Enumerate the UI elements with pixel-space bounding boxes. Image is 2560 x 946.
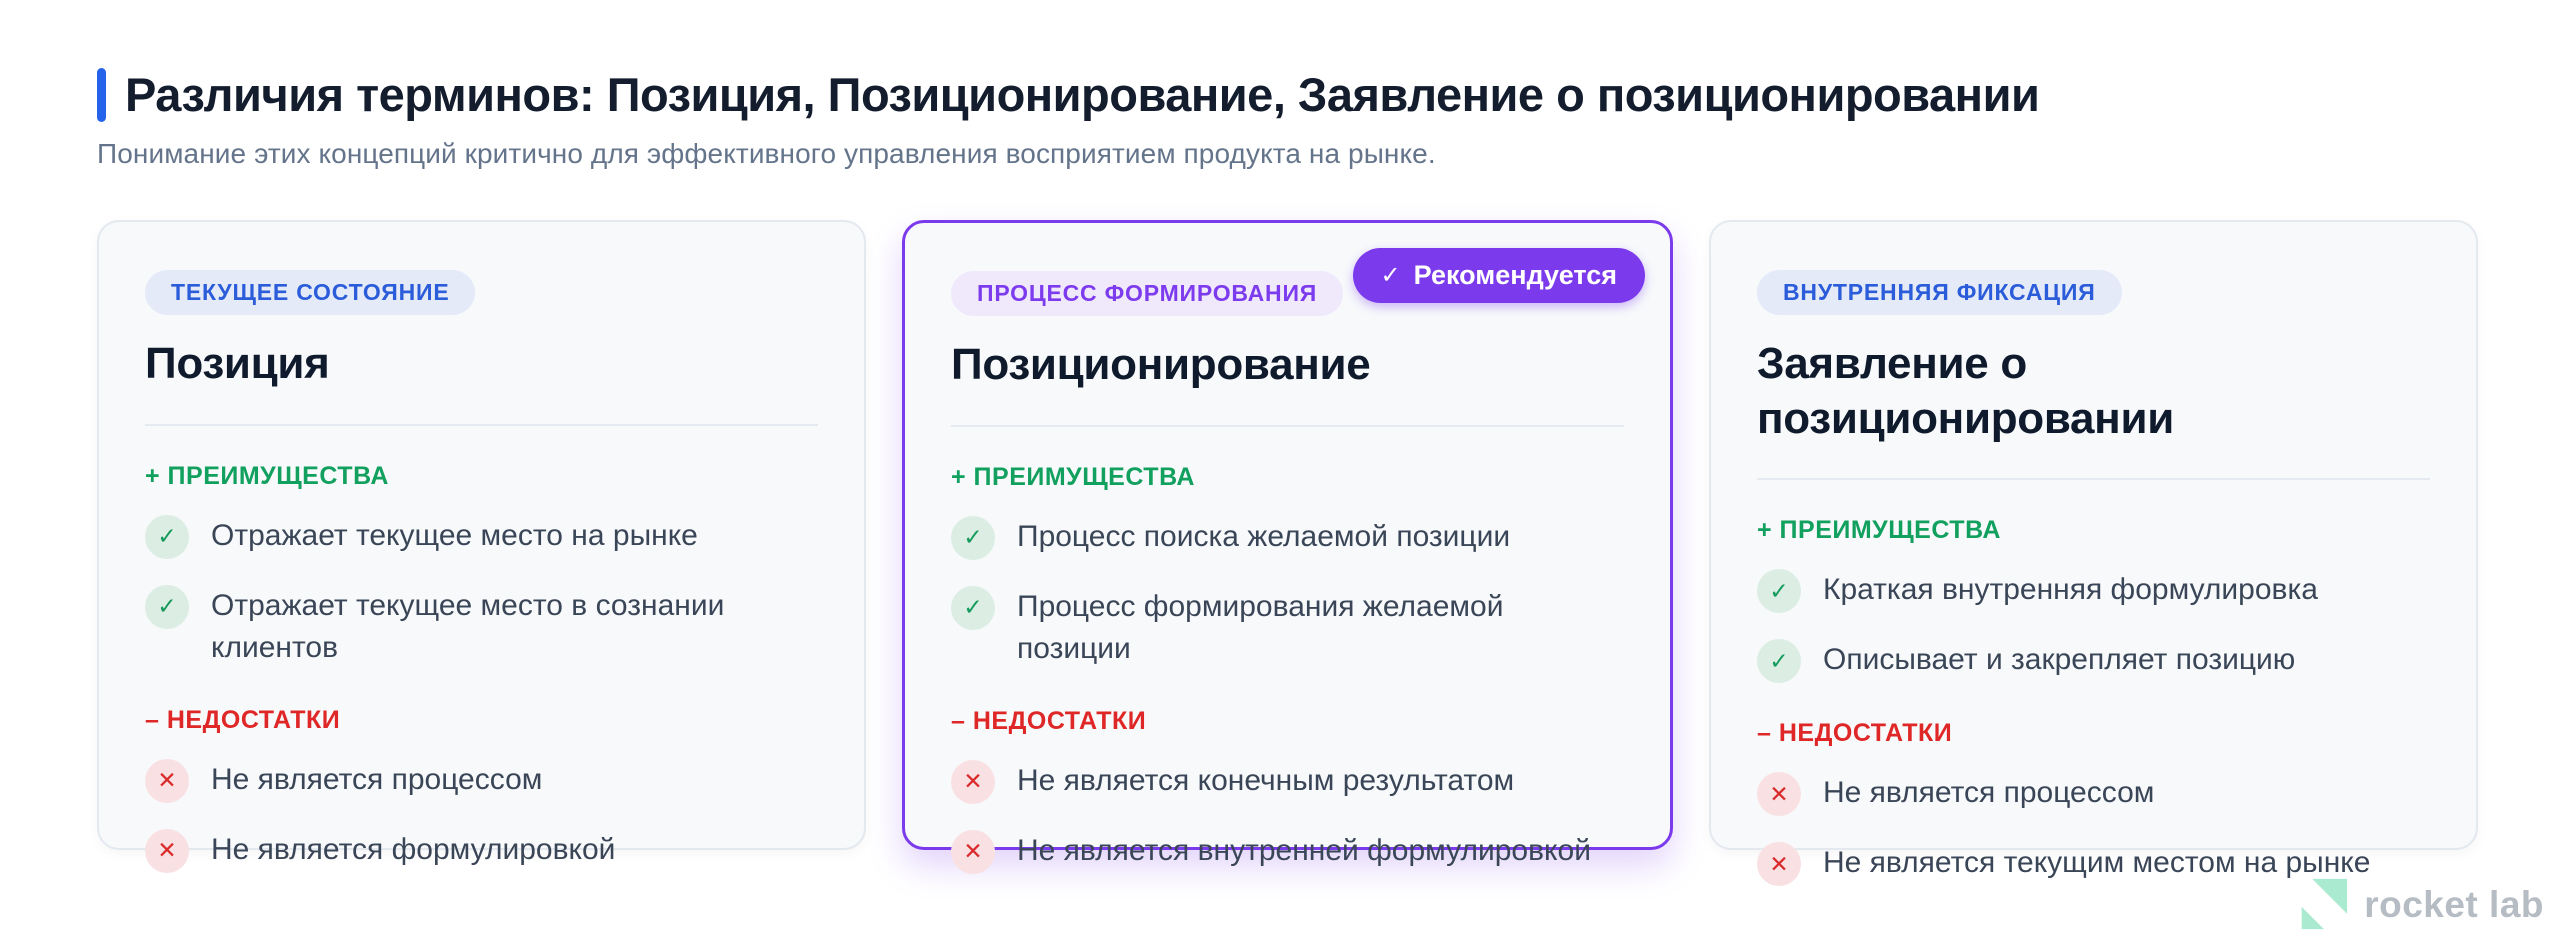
pro-item: ✓ Отражает текущее место на рынке: [145, 514, 818, 559]
pro-item: ✓ Процесс поиска желаемой позиции: [951, 515, 1624, 560]
cross-icon: ✕: [951, 759, 995, 804]
cross-icon: ✕: [951, 829, 995, 874]
con-item-text: Не является процессом: [1823, 776, 2155, 810]
recommended-badge: ✓ Рекомендуется: [1352, 248, 1645, 303]
rocket-lab-arrow-icon: [2301, 878, 2348, 930]
cons-heading: – НЕДОСТАТКИ: [951, 706, 1147, 735]
pros-list: ✓ Процесс поиска желаемой позиции ✓ Проц…: [951, 515, 1624, 671]
title-accent-bar: [97, 68, 106, 122]
divider: [951, 424, 1624, 427]
check-icon: ✓: [1757, 569, 1801, 614]
pro-item: ✓ Отражает текущее место в сознании клие…: [145, 584, 818, 670]
category-badge: ВНУТРЕННЯЯ ФИКСАЦИЯ: [1757, 270, 2122, 315]
comparison-cards: ТЕКУЩЕЕ СОСТОЯНИЕ Позиция + ПРЕИМУЩЕСТВА…: [97, 220, 2478, 887]
footer-logo: rocket lab: [2292, 876, 2544, 934]
cons-list: ✕ Не является процессом ✕ Не является фо…: [145, 758, 818, 873]
check-icon: ✓: [145, 514, 189, 559]
card-title: Позиция: [145, 339, 330, 388]
cons-heading: – НЕДОСТАТКИ: [1757, 719, 1953, 748]
pros-list: ✓ Отражает текущее место на рынке ✓ Отра…: [145, 514, 818, 670]
con-item: ✕ Не является текущим местом на рынке: [1757, 842, 2430, 887]
con-item-text: Не является формулировкой: [211, 832, 616, 866]
category-badge: ПРОЦЕСС ФОРМИРОВАНИЯ: [951, 271, 1344, 316]
check-icon: ✓: [145, 584, 189, 629]
check-icon: ✓: [1380, 261, 1401, 289]
con-item: ✕ Не является формулировкой: [145, 828, 818, 873]
con-item-text: Не является внутренней формулировкой: [1017, 833, 1591, 867]
cross-icon: ✕: [145, 758, 189, 803]
card-title: Заявление о позиционировании: [1757, 339, 2174, 443]
pro-item-text: Отражает текущее место на рынке: [211, 518, 698, 552]
pros-heading: + ПРЕИМУЩЕСТВА: [145, 461, 389, 490]
cons-heading: – НЕДОСТАТКИ: [145, 705, 341, 734]
header: Различия терминов: Позиция, Позициониров…: [0, 0, 2560, 170]
check-icon: ✓: [1757, 639, 1801, 684]
card-title: Позиционирование: [951, 340, 1371, 389]
pro-item-text: Отражает текущее место в сознании клиент…: [211, 588, 725, 665]
page-subtitle: Понимание этих концепций критично для эф…: [97, 138, 1436, 169]
pro-item-text: Процесс поиска желаемой позиции: [1017, 519, 1511, 553]
con-item: ✕ Не является процессом: [145, 758, 818, 803]
con-item: ✕ Не является внутренней формулировкой: [951, 829, 1624, 874]
cons-list: ✕ Не является конечным результатом ✕ Не …: [951, 759, 1624, 874]
cons-list: ✕ Не является процессом ✕ Не является те…: [1757, 772, 2430, 887]
footer-logo-text: rocket lab: [2364, 884, 2544, 925]
check-icon: ✓: [951, 515, 995, 560]
page-title: Различия терминов: Позиция, Позициониров…: [125, 68, 2040, 122]
card-positioning-statement: ВНУТРЕННЯЯ ФИКСАЦИЯ Заявление о позицион…: [1709, 220, 2478, 887]
divider: [145, 423, 818, 426]
con-item: ✕ Не является конечным результатом: [951, 759, 1624, 804]
recommended-badge-label: Рекомендуется: [1413, 260, 1617, 290]
pros-heading: + ПРЕИМУЩЕСТВА: [951, 462, 1195, 491]
pro-item-text: Краткая внутренняя формулировка: [1823, 573, 2318, 607]
pro-item-text: Описывает и закрепляет позицию: [1823, 643, 2296, 677]
pro-item-text: Процесс формирования желаемой позиции: [1017, 589, 1504, 666]
con-item-text: Не является текущим местом на рынке: [1823, 846, 2371, 880]
card-positioning: ✓ Рекомендуется ПРОЦЕСС ФОРМИРОВАНИЯ Поз…: [902, 220, 1673, 874]
pros-heading: + ПРЕИМУЩЕСТВА: [1757, 516, 2001, 545]
check-icon: ✓: [951, 585, 995, 630]
con-item: ✕ Не является процессом: [1757, 772, 2430, 817]
cross-icon: ✕: [145, 828, 189, 873]
con-item-text: Не является конечным результатом: [1017, 763, 1515, 797]
pro-item: ✓ Описывает и закрепляет позицию: [1757, 639, 2430, 684]
con-item-text: Не является процессом: [211, 762, 543, 796]
divider: [1757, 478, 2430, 481]
card-position: ТЕКУЩЕЕ СОСТОЯНИЕ Позиция + ПРЕИМУЩЕСТВА…: [97, 220, 866, 873]
cross-icon: ✕: [1757, 772, 1801, 817]
category-badge: ТЕКУЩЕЕ СОСТОЯНИЕ: [145, 270, 476, 315]
pro-item: ✓ Процесс формирования желаемой позиции: [951, 585, 1624, 671]
pro-item: ✓ Краткая внутренняя формулировка: [1757, 569, 2430, 614]
cross-icon: ✕: [1757, 842, 1801, 887]
pros-list: ✓ Краткая внутренняя формулировка ✓ Опис…: [1757, 569, 2430, 684]
